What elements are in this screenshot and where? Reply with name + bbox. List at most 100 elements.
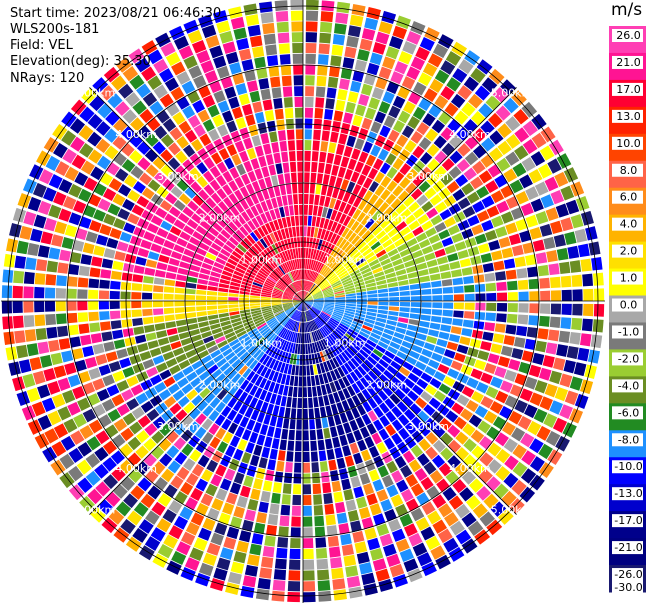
ray-gate xyxy=(455,503,470,519)
ray-gate xyxy=(264,211,273,222)
ray-gate xyxy=(208,280,219,287)
ray-gate xyxy=(448,166,462,179)
ray-gate xyxy=(149,100,164,116)
ray-gate xyxy=(299,291,303,301)
ray-gate xyxy=(150,243,163,253)
ray-gate xyxy=(127,510,143,526)
ray-gate xyxy=(548,263,560,276)
ray-gate xyxy=(223,266,235,274)
ray-gate xyxy=(313,364,318,375)
ray-gate xyxy=(316,363,322,375)
ray-gate xyxy=(347,158,357,171)
ray-gate xyxy=(303,226,307,237)
ray-gate xyxy=(467,520,484,536)
ray-gate xyxy=(213,353,224,364)
ray-gate xyxy=(420,526,435,541)
ray-gate xyxy=(288,151,296,162)
ray-gate xyxy=(213,55,227,69)
ray-gate xyxy=(139,350,152,361)
ray-gate xyxy=(246,234,256,245)
ray-gate xyxy=(267,276,277,284)
ray-gate xyxy=(392,185,404,197)
ray-gate xyxy=(294,259,298,270)
ray-gate xyxy=(388,105,401,119)
ray-gate xyxy=(142,316,154,325)
ray-gate xyxy=(421,201,434,213)
ray-gate xyxy=(314,407,321,419)
ray-gate xyxy=(411,430,424,443)
ray-gate xyxy=(191,39,207,54)
ray-gate xyxy=(507,292,518,301)
ray-gate xyxy=(338,270,348,278)
ray-gate xyxy=(467,215,480,227)
ray-gate xyxy=(363,321,374,328)
ray-gate xyxy=(327,76,339,88)
ray-gate xyxy=(79,425,94,440)
ray-gate xyxy=(251,46,265,58)
ray-gate xyxy=(127,189,141,203)
ray-gate xyxy=(255,215,264,226)
ray-gate xyxy=(314,249,320,260)
ray-gate xyxy=(391,336,403,345)
ray-gate xyxy=(134,57,151,73)
colorbar-tick: 0.0 xyxy=(620,299,638,312)
ray-gate xyxy=(497,140,512,156)
ray-gate xyxy=(318,43,330,55)
ring-label: 2.00km xyxy=(366,378,408,391)
ray-gate xyxy=(78,370,91,384)
ray-gate xyxy=(319,281,329,289)
ray-gate xyxy=(399,307,410,313)
ray-gate xyxy=(359,244,370,254)
ray-gate xyxy=(467,246,480,257)
ray-gate xyxy=(256,364,265,375)
ray-gate xyxy=(185,306,196,313)
ray-gate xyxy=(290,527,301,538)
ray-gate xyxy=(517,415,532,431)
ray-gate xyxy=(352,196,362,208)
ray-gate xyxy=(218,512,231,526)
ray-gate xyxy=(263,263,273,272)
ray-gate xyxy=(116,379,130,392)
ray-gate xyxy=(285,289,294,296)
ray-gate xyxy=(299,291,303,301)
ray-gate xyxy=(311,272,318,282)
ray-gate xyxy=(345,499,357,512)
ray-gate xyxy=(210,323,221,330)
ray-gate xyxy=(333,311,344,317)
ray-gate xyxy=(340,274,351,282)
ray-gate xyxy=(236,330,247,338)
ray-gate xyxy=(70,99,87,116)
ray-gate xyxy=(425,535,441,551)
ray-gate xyxy=(461,512,477,528)
ray-gate xyxy=(253,242,263,253)
ray-gate xyxy=(167,416,180,429)
ray-gate xyxy=(200,469,214,482)
ray-gate xyxy=(340,122,351,135)
ray-gate xyxy=(116,241,129,252)
ray-gate xyxy=(284,318,292,328)
ray-gate xyxy=(372,267,383,274)
ray-gate xyxy=(289,284,297,293)
ray-gate xyxy=(152,416,166,429)
ray-gate xyxy=(308,397,314,408)
ray-gate xyxy=(189,236,201,247)
ray-gate xyxy=(514,373,528,386)
ray-gate xyxy=(215,175,227,187)
ray-gate xyxy=(292,248,297,259)
ray-gate xyxy=(316,558,329,570)
ray-gate xyxy=(252,101,263,113)
ray-gate xyxy=(260,298,271,301)
ray-gate xyxy=(317,439,325,451)
ray-gate xyxy=(51,441,67,457)
ray-gate xyxy=(359,38,373,51)
ray-gate xyxy=(431,280,442,288)
ray-gate xyxy=(23,271,35,285)
ray-gate xyxy=(68,183,82,198)
ray-gate xyxy=(251,533,264,545)
ray-gate xyxy=(347,509,360,522)
ray-gate xyxy=(366,62,380,76)
ray-gate xyxy=(294,343,299,354)
ray-gate xyxy=(284,291,294,297)
ray-gate xyxy=(303,215,308,226)
ray-gate xyxy=(333,589,348,601)
